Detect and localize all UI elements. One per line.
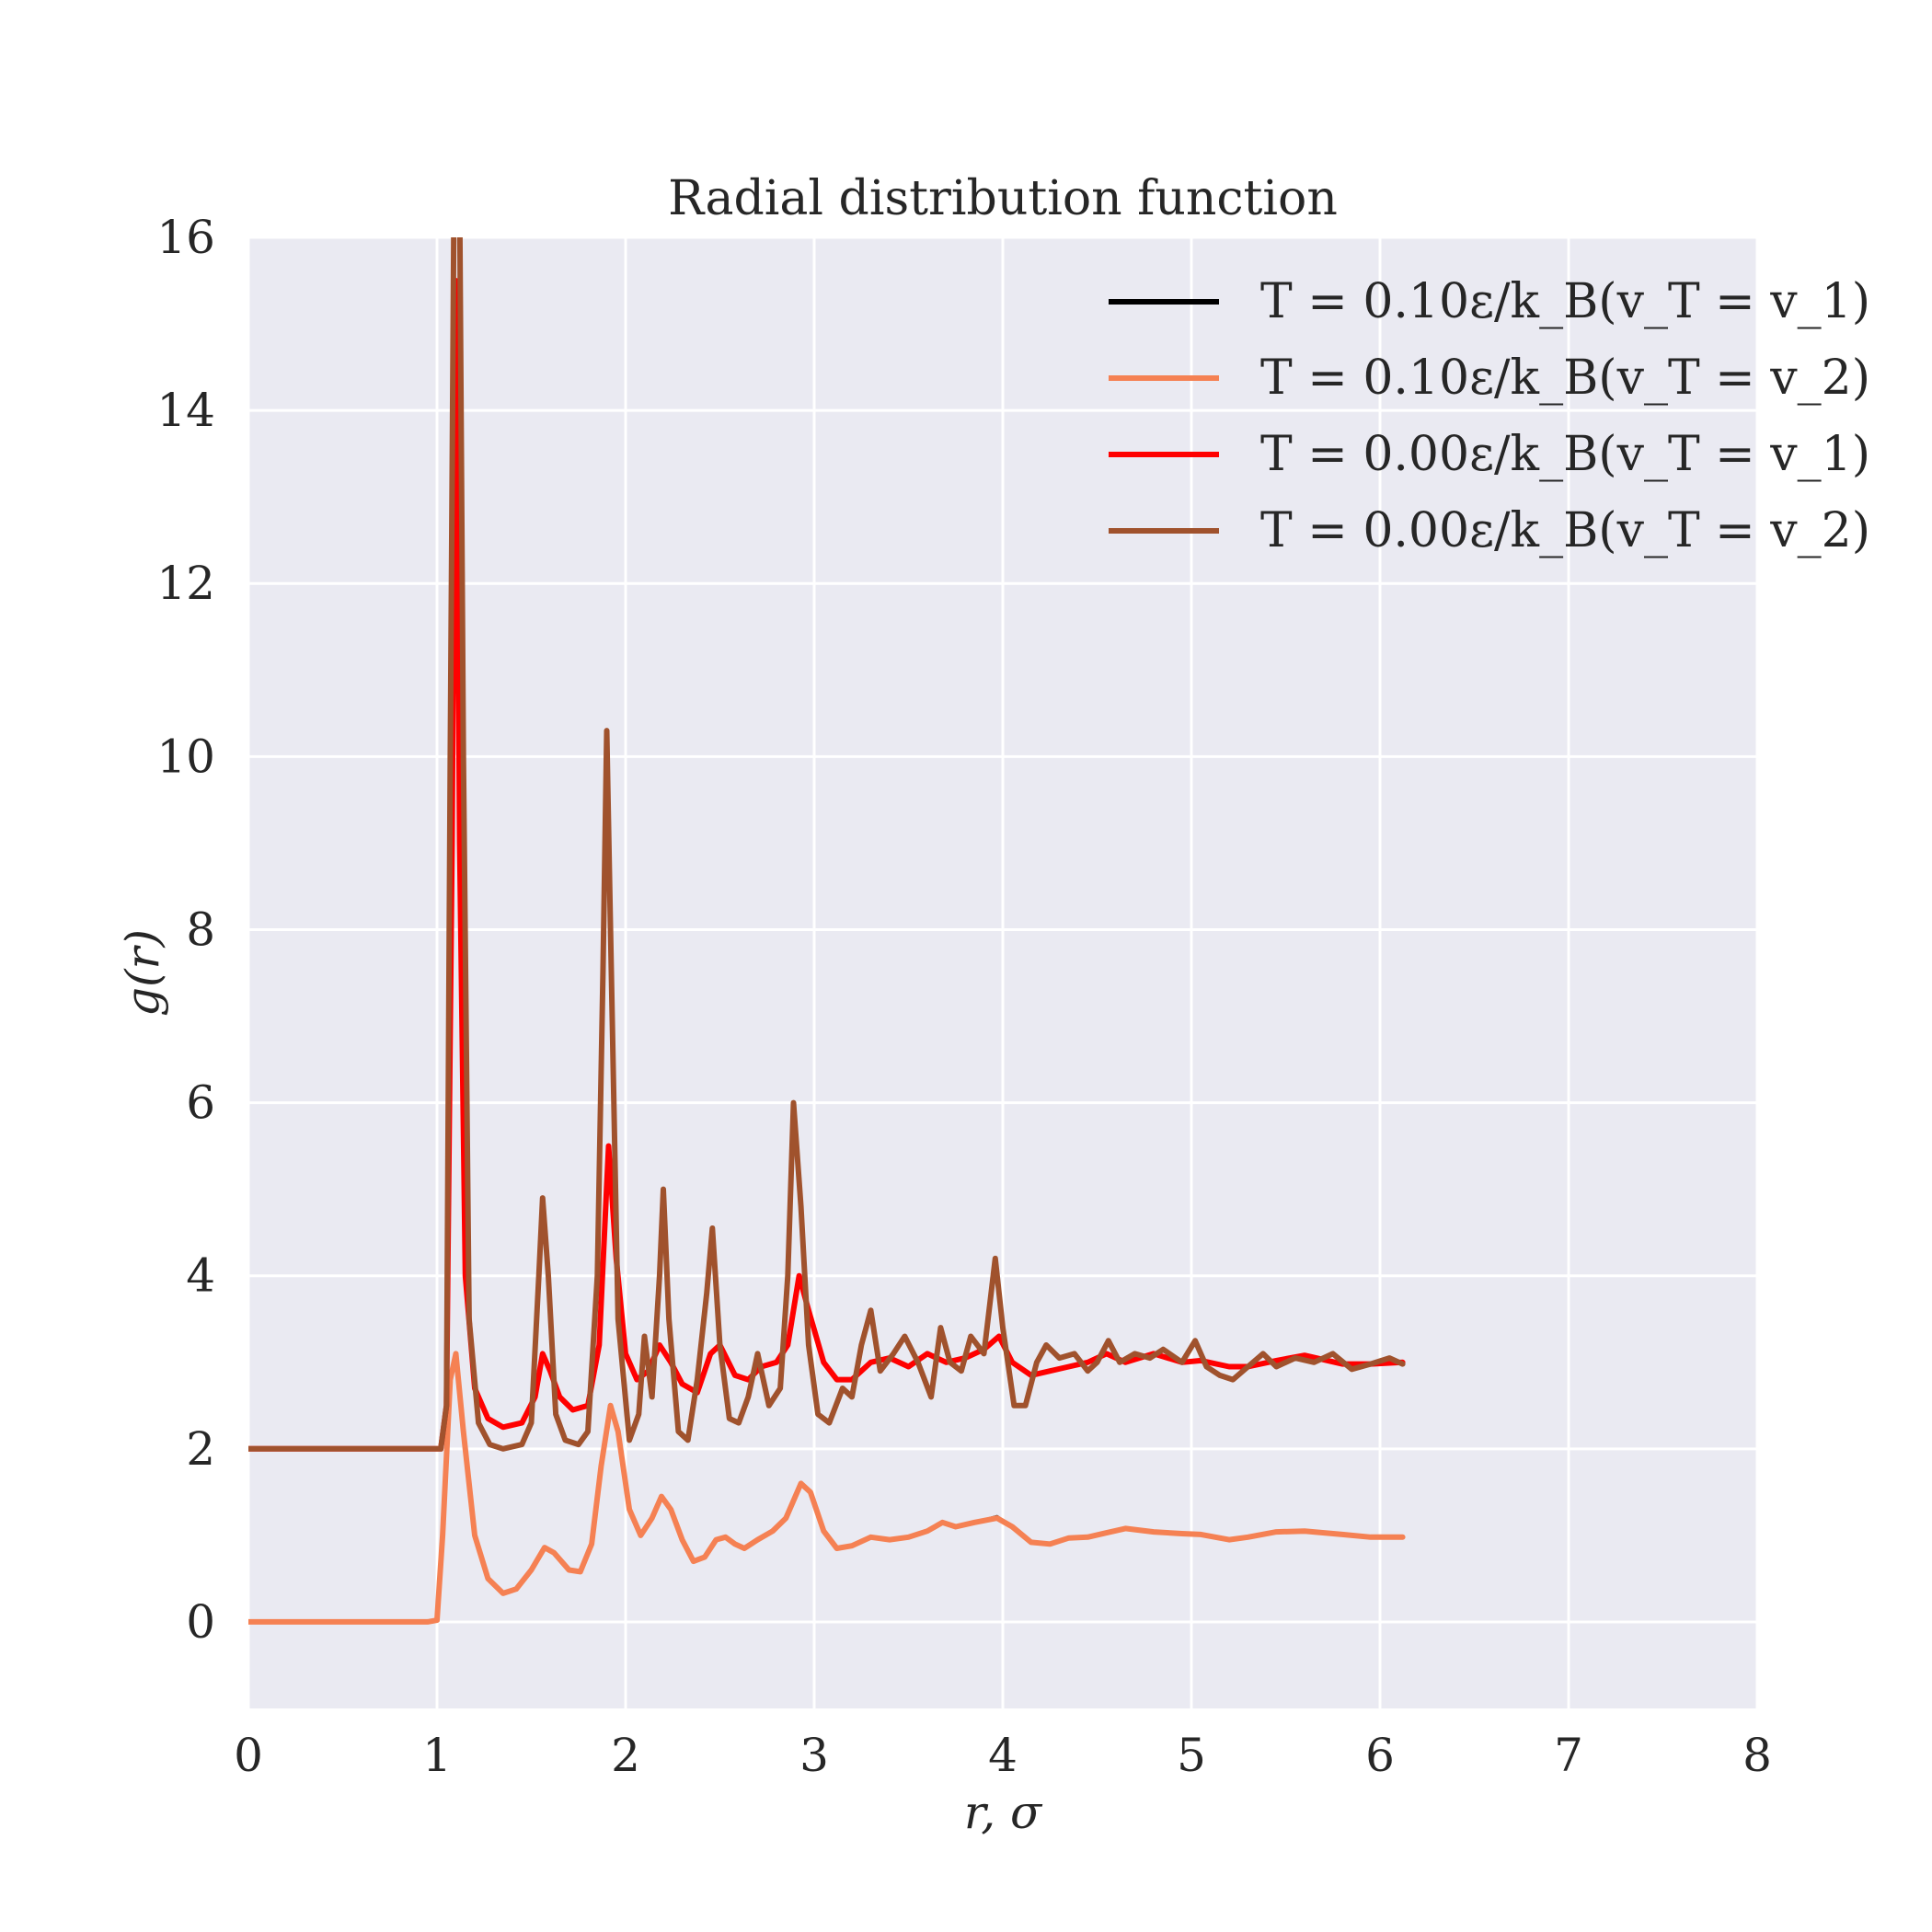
series-line-4 [248, 237, 1406, 1452]
series-line-2 [248, 1351, 1406, 1625]
legend: T = 0.10ε/k_B(v_T = v_1) T = 0.10ε/k_B(v_… [1109, 274, 1870, 558]
x-tick-label: 0 [234, 1729, 263, 1782]
y-tick-label: 0 [186, 1595, 215, 1649]
x-tick-label: 4 [988, 1729, 1018, 1782]
y-tick-label: 4 [186, 1249, 215, 1303]
y-axis-label: g(r) [116, 929, 169, 1017]
x-tick-label: 8 [1742, 1729, 1772, 1782]
y-tick-label: 8 [186, 903, 215, 956]
x-tick-label: 2 [611, 1729, 640, 1782]
y-tick-label: 2 [186, 1422, 215, 1476]
y-tick-label: 6 [186, 1076, 215, 1130]
legend-label: T = 0.00ε/k_B(v_T = v_2) [1260, 503, 1870, 558]
legend-label: T = 0.10ε/k_B(v_T = v_2) [1260, 351, 1870, 406]
x-tick-label: 7 [1554, 1729, 1583, 1782]
series-lines [248, 237, 1406, 1625]
x-tick-label: 5 [1177, 1729, 1206, 1782]
y-tick-label: 14 [156, 384, 215, 437]
y-tick-label: 12 [156, 557, 215, 610]
chart-title: Radial distribution function [668, 171, 1338, 226]
legend-label: T = 0.10ε/k_B(v_T = v_1) [1260, 274, 1870, 329]
x-tick-label: 1 [422, 1729, 452, 1782]
y-tick-label: 10 [156, 730, 215, 783]
y-tick-label: 16 [156, 211, 215, 264]
legend-label: T = 0.00ε/k_B(v_T = v_1) [1260, 427, 1870, 482]
x-axis-label: r, σ [964, 1786, 1043, 1839]
x-tick-label: 3 [799, 1729, 829, 1782]
x-tick-label: 6 [1365, 1729, 1395, 1782]
grid [247, 236, 1759, 1708]
